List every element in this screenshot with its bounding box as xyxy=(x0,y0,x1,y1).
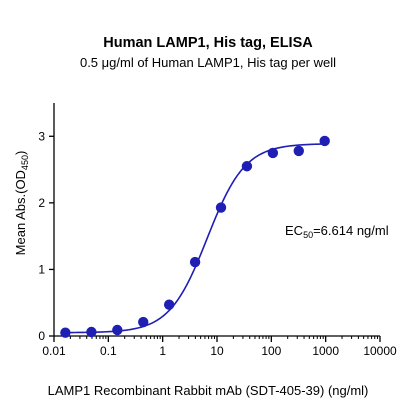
axes xyxy=(53,103,380,337)
y-tick-label: 0 xyxy=(38,329,45,343)
data-points xyxy=(60,135,330,338)
data-point xyxy=(215,202,227,213)
fit-curve xyxy=(65,143,325,334)
y-tick-label: 2 xyxy=(38,196,45,210)
x-axis-title: LAMP1 Recombinant Rabbit mAb (SDT-405-39… xyxy=(48,383,369,398)
x-tick-label: 1000 xyxy=(312,344,339,358)
data-point xyxy=(138,316,149,328)
data-point xyxy=(293,145,304,157)
x-tick-label: 10000 xyxy=(363,344,397,358)
x-ticks: 0.01 0.1 1 10 100 1000 10000 xyxy=(42,336,397,358)
x-tick-label: 0.01 xyxy=(42,344,66,358)
data-point xyxy=(189,256,201,268)
data-point xyxy=(241,161,253,172)
x-tick-label: 0.1 xyxy=(100,344,117,358)
y-tick-label: 3 xyxy=(38,129,45,143)
data-point xyxy=(319,135,330,147)
chart-title: Human LAMP1, His tag, ELISA xyxy=(103,35,313,51)
ec50-annotation: EC50=6.614 ng/ml xyxy=(285,223,389,240)
x-tick-label: 100 xyxy=(261,344,281,358)
data-point xyxy=(267,147,279,159)
y-ticks: 0 1 2 3 xyxy=(38,129,54,343)
x-tick-label: 1 xyxy=(159,344,166,358)
y-axis-title: Mean Abs.(OD450) xyxy=(13,151,30,256)
y-tick-label: 1 xyxy=(38,262,45,276)
x-tick-label: 10 xyxy=(210,344,224,358)
chart-subtitle: 0.5 μg/ml of Human LAMP1, His tag per we… xyxy=(80,55,336,70)
data-point xyxy=(86,326,97,338)
data-point xyxy=(112,324,123,336)
data-point xyxy=(60,327,71,338)
data-point xyxy=(163,299,175,310)
